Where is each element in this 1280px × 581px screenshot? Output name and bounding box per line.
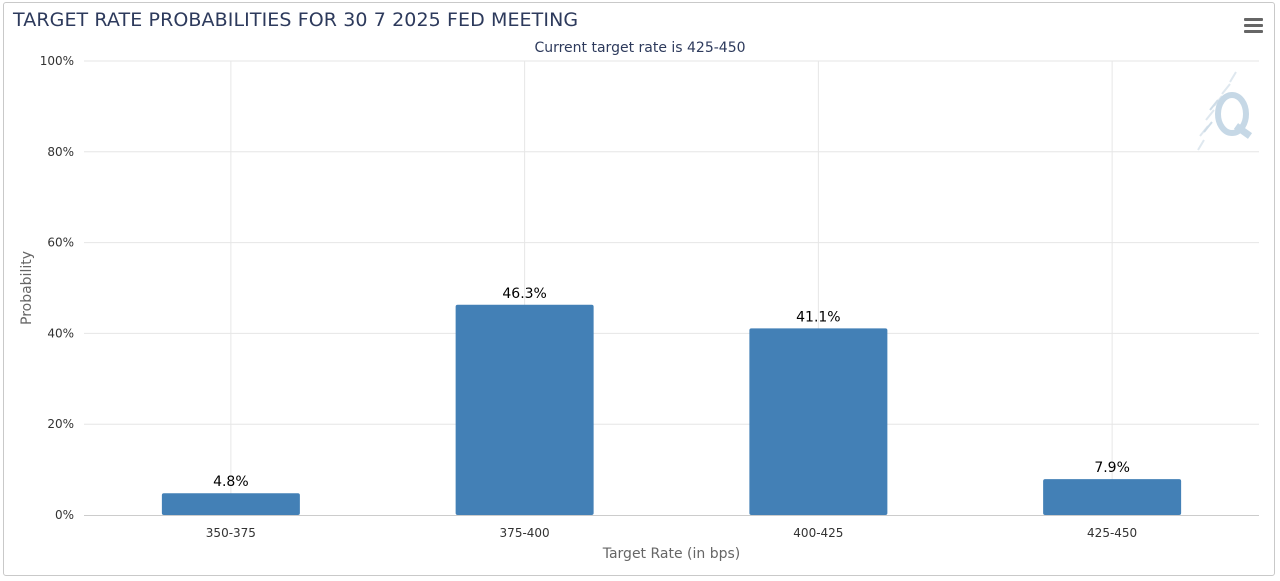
y-axis-ticks: 0% 20% 40% 60% 80% 100% bbox=[40, 54, 74, 522]
chart-subtitle: Current target rate is 425-450 bbox=[534, 40, 746, 56]
x-axis-title: Target Rate (in bps) bbox=[602, 546, 741, 562]
y-tick-label: 20% bbox=[47, 417, 74, 431]
y-tick-label: 40% bbox=[47, 326, 74, 340]
grid-lines bbox=[84, 60, 1259, 515]
chart-title: TARGET RATE PROBABILITIES FOR 30 7 2025 … bbox=[13, 9, 579, 31]
x-tick-label: 425-450 bbox=[1087, 526, 1137, 540]
bar-350-375[interactable] bbox=[161, 493, 300, 515]
x-axis-ticks: 350-375 375-400 400-425 425-450 bbox=[206, 526, 1137, 540]
y-tick-label: 60% bbox=[47, 236, 74, 250]
data-label: 41.1% bbox=[796, 309, 840, 325]
q-logo-watermark-icon bbox=[1197, 71, 1253, 151]
data-label: 4.8% bbox=[213, 474, 249, 490]
y-axis-title: Probability bbox=[19, 251, 35, 325]
bar-400-425[interactable] bbox=[749, 328, 888, 515]
y-tick-label: 100% bbox=[40, 54, 74, 68]
x-tick-label: 350-375 bbox=[206, 526, 256, 540]
x-tick-label: 400-425 bbox=[793, 526, 843, 540]
y-tick-label: 80% bbox=[47, 145, 74, 159]
bar-375-400[interactable] bbox=[455, 304, 594, 515]
x-tick-label: 375-400 bbox=[500, 526, 550, 540]
bars: 4.8% 46.3% 41.1% 7.9% bbox=[161, 286, 1182, 515]
bar-425-450[interactable] bbox=[1043, 479, 1182, 515]
y-tick-label: 0% bbox=[55, 508, 74, 522]
hamburger-menu-icon[interactable] bbox=[1240, 14, 1266, 38]
data-label: 46.3% bbox=[502, 286, 546, 302]
data-label: 7.9% bbox=[1094, 460, 1130, 476]
